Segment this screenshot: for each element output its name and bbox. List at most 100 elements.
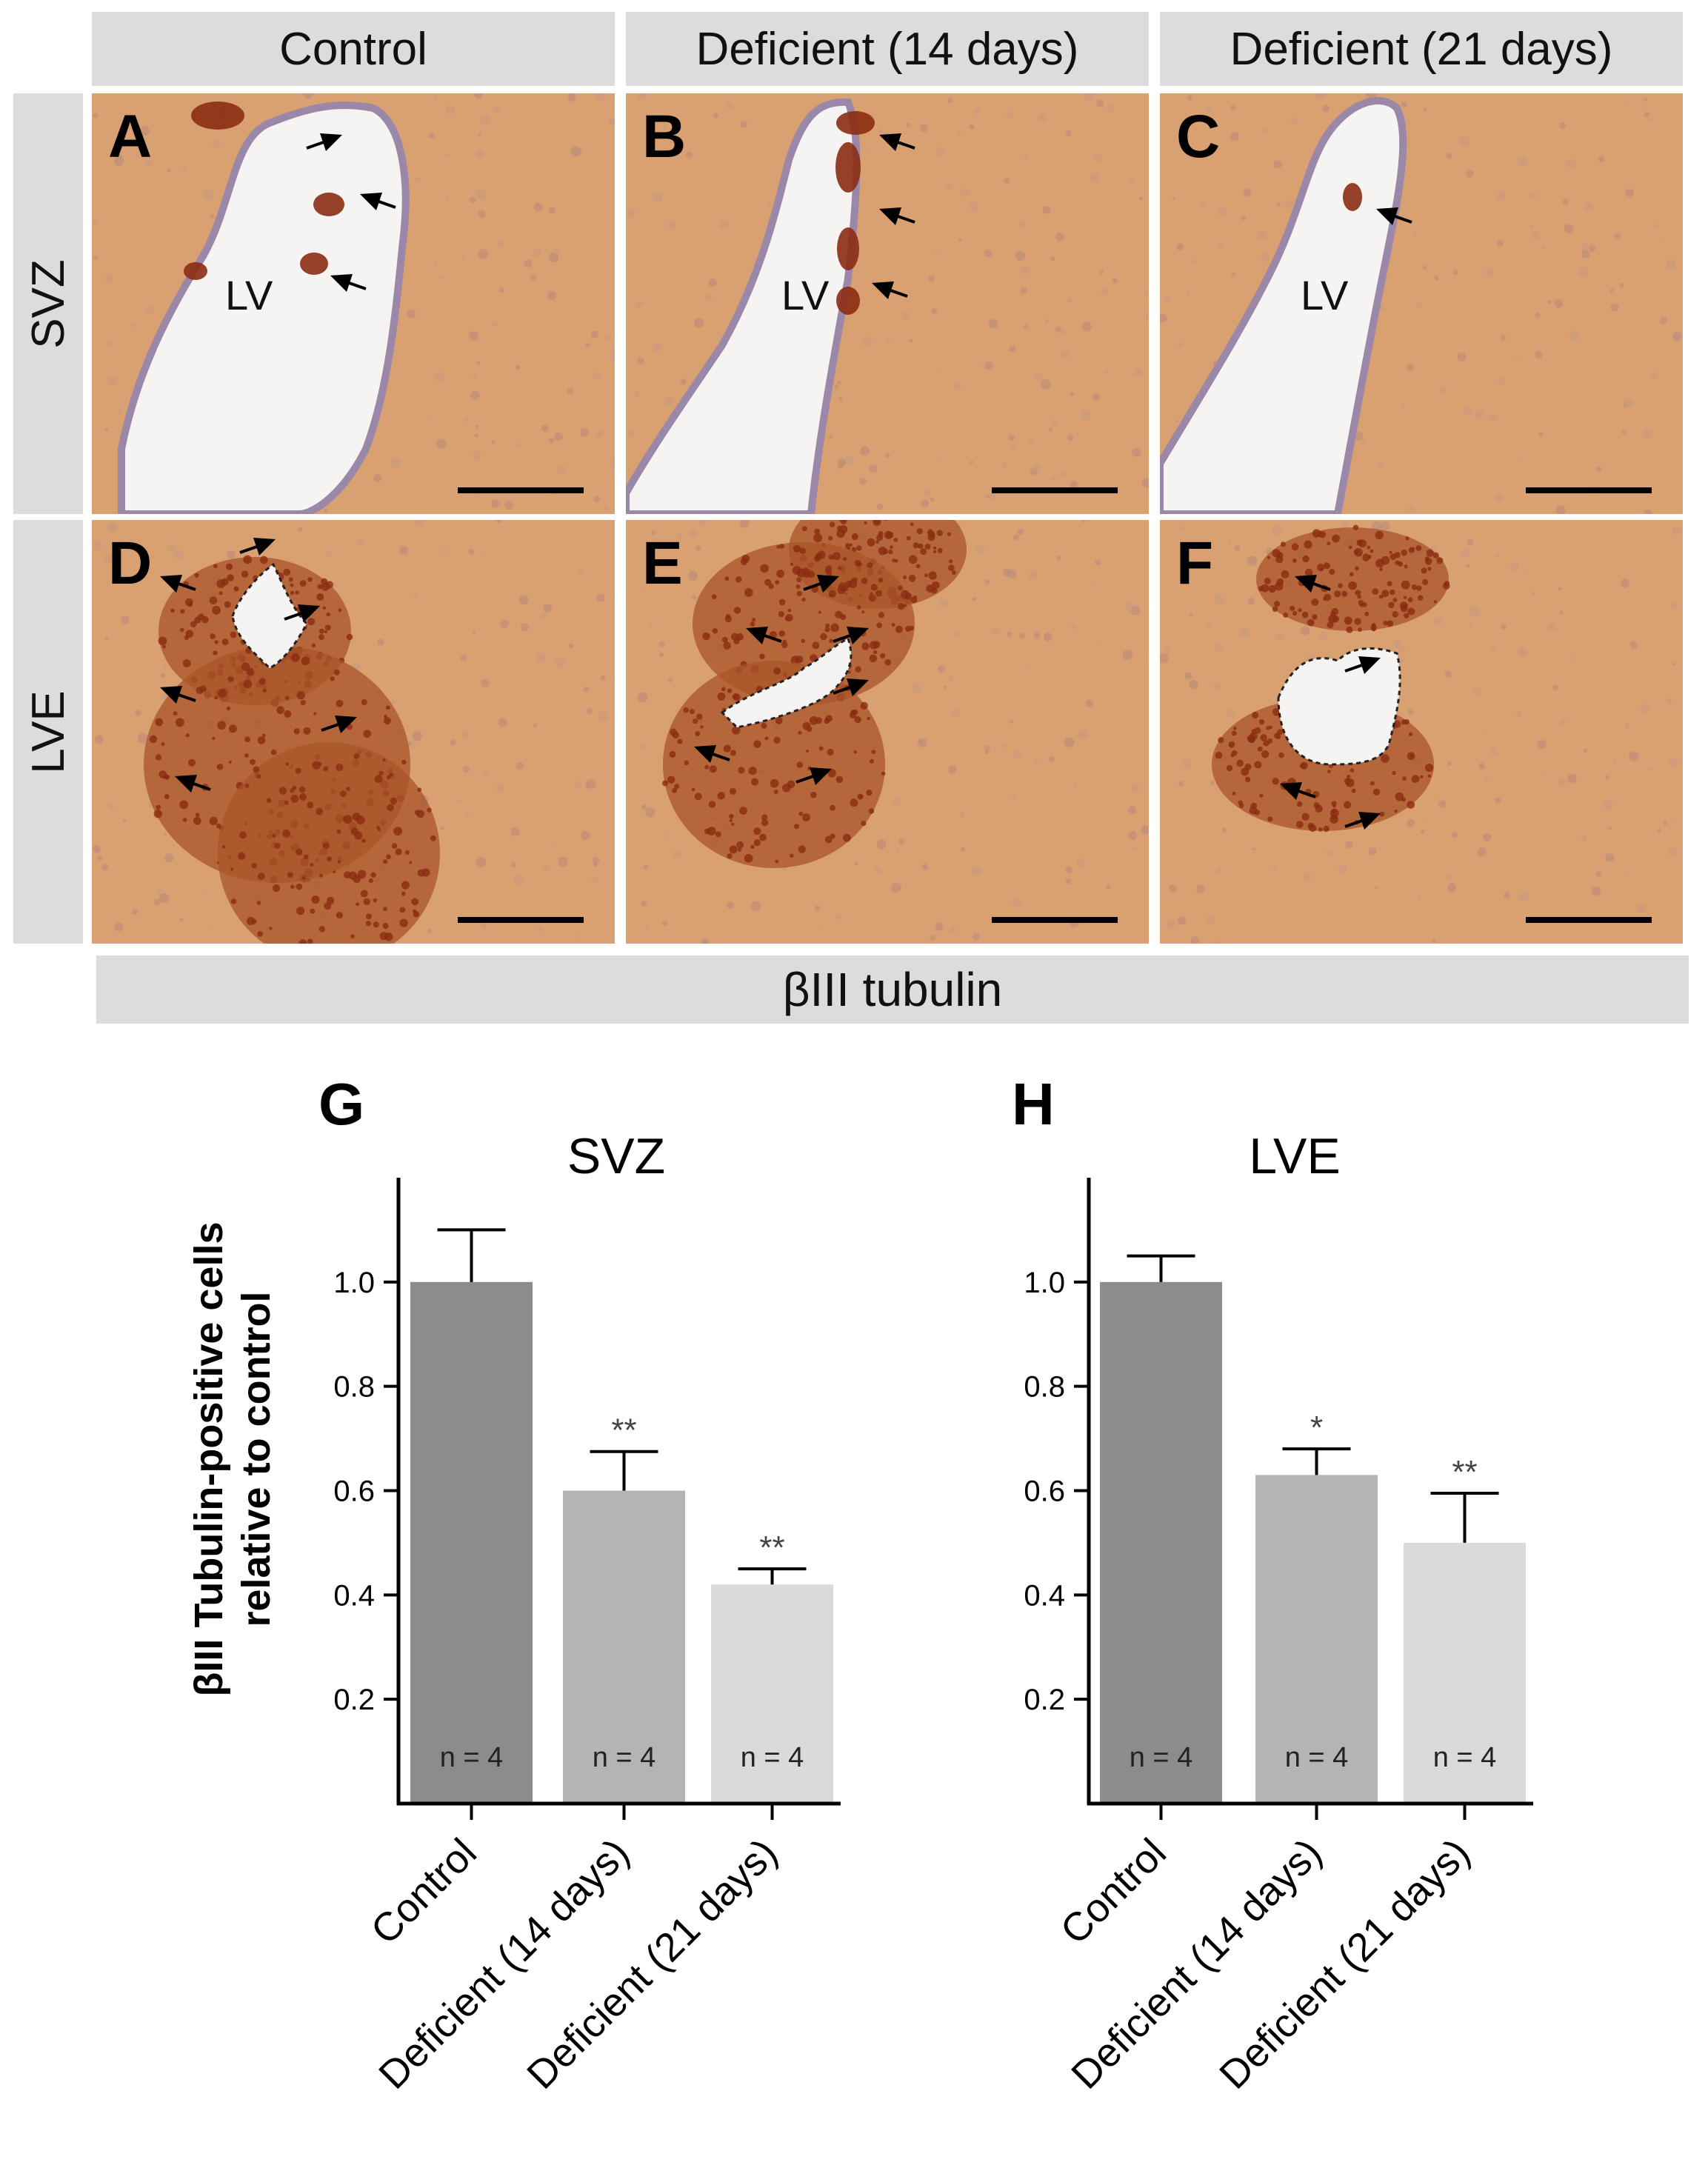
scale-bar [1526,487,1652,493]
y-tick-label: 0.6 [1024,1475,1065,1508]
micrograph-panel-a: A LV [92,93,615,514]
arrow-marker [160,575,196,593]
micrograph-image [92,520,615,944]
arrow-marker [284,604,320,622]
scale-bar [458,917,584,923]
x-tick-label: Deficient (21 days) [518,1830,786,2098]
panel-letter: D [108,530,153,597]
bar-0 [410,1281,533,1804]
micrograph-image [626,93,1149,514]
y-tick-label: 1.0 [1024,1267,1065,1299]
scale-bar [992,917,1118,923]
micrograph-panel-f: F [1160,520,1683,944]
y-tick-label: 0.2 [1024,1684,1065,1716]
row-header-svz: SVZ [13,93,83,514]
chart-title-lve: LVE [1249,1128,1341,1184]
stain-label: βIII tubulin [96,955,1689,1024]
lateral-ventricle-label: LV [225,272,273,318]
arrow-marker [1295,575,1331,593]
arrow-marker [872,281,908,299]
micrograph-image [626,520,1149,944]
arrow-marker [694,745,730,763]
panel-letter: B [642,103,687,170]
arrow-marker [360,193,396,210]
arrow-marker [306,133,342,151]
lumen [720,636,853,729]
y-tick-label: 0.6 [333,1475,375,1508]
arrow-marker [160,686,196,704]
arrow-marker [1344,812,1381,830]
y-axis-label: βIII Tubulin-positive cells relative to … [185,1163,289,1755]
lumen [1277,647,1401,766]
arrow-marker [879,133,915,151]
significance-marker: ** [611,1412,636,1449]
arrow-marker [833,678,869,696]
y-tick-label: 0.2 [333,1684,375,1716]
micrograph-panel-b: B LV [626,93,1149,514]
panel-letter: E [642,530,683,597]
lateral-ventricle-label: LV [781,272,830,318]
panel-letter: A [108,103,153,170]
sample-size-label: n = 4 [440,1742,504,1773]
arrow-marker [1344,656,1381,674]
graph-letter-g: G [318,1071,365,1137]
column-header-control: Control [92,12,615,86]
significance-marker: * [1310,1410,1323,1446]
chart-title-svz: SVZ [567,1128,666,1184]
sample-size-label: n = 4 [593,1742,656,1773]
y-tick-label: 1.0 [333,1267,375,1299]
arrow-marker [175,775,211,793]
lateral-ventricle-label: LV [1301,272,1349,318]
x-tick-label: Deficient (21 days) [1211,1830,1478,2098]
arrow-marker [833,627,869,644]
x-tick-label: Control [362,1830,485,1953]
lumen [231,562,308,670]
arrow-marker [321,716,357,733]
y-axis-label-line2: relative to control [234,1291,278,1627]
micrograph-panel-e: E [626,520,1149,944]
sample-size-label: n = 4 [1130,1742,1193,1773]
x-tick-label: Control [1052,1830,1175,1953]
x-tick-label: Deficient (14 days) [1063,1830,1330,2098]
y-tick-label: 0.8 [333,1371,375,1404]
lumen [626,98,861,514]
scale-bar [992,487,1118,493]
sample-size-label: n = 4 [1433,1742,1497,1773]
bar-2 [1404,1542,1526,1804]
y-tick-label: 0.4 [1024,1579,1065,1612]
column-header-deficient-21: Deficient (21 days) [1160,12,1683,86]
arrow-marker [879,207,915,225]
arrow-marker [803,575,839,593]
arrow-marker [330,274,367,292]
chart-svz: n = 4 Control ** n = 4 Deficient (14 days) **… [333,1178,841,2098]
bar-2 [711,1584,833,1804]
bar-0 [1100,1281,1222,1804]
graph-letter-h: H [1012,1071,1055,1137]
arrow-marker [746,627,782,644]
sample-size-label: n = 4 [1285,1742,1349,1773]
arrow-marker [1280,782,1316,800]
significance-marker: ** [1452,1454,1477,1490]
chart-lve: n = 4 Control * n = 4 Deficient (14 days) ** n… [1024,1178,1533,2098]
arrow-marker [239,538,276,556]
y-tick-label: 0.8 [1024,1371,1065,1404]
column-header-deficient-14: Deficient (14 days) [626,12,1149,86]
bar-1 [1255,1475,1378,1804]
y-axis-label-line1: βIII Tubulin-positive cells [187,1221,231,1697]
lumen [1160,97,1407,514]
scale-bar [458,487,584,493]
panel-letter: F [1176,530,1214,597]
arrow-marker [1376,207,1412,225]
sample-size-label: n = 4 [741,1742,804,1773]
panel-letter: C [1176,103,1221,170]
significance-marker: ** [759,1530,784,1566]
micrograph-image [1160,93,1683,514]
micrograph-panel-d: D [92,520,615,944]
y-tick-label: 0.4 [333,1579,375,1612]
x-tick-label: Deficient (14 days) [370,1830,638,2098]
bar-1 [563,1490,685,1804]
arrow-marker [795,767,832,785]
micrograph-image [1160,520,1683,944]
scale-bar [1526,917,1652,923]
micrograph-panel-c: C LV [1160,93,1683,514]
